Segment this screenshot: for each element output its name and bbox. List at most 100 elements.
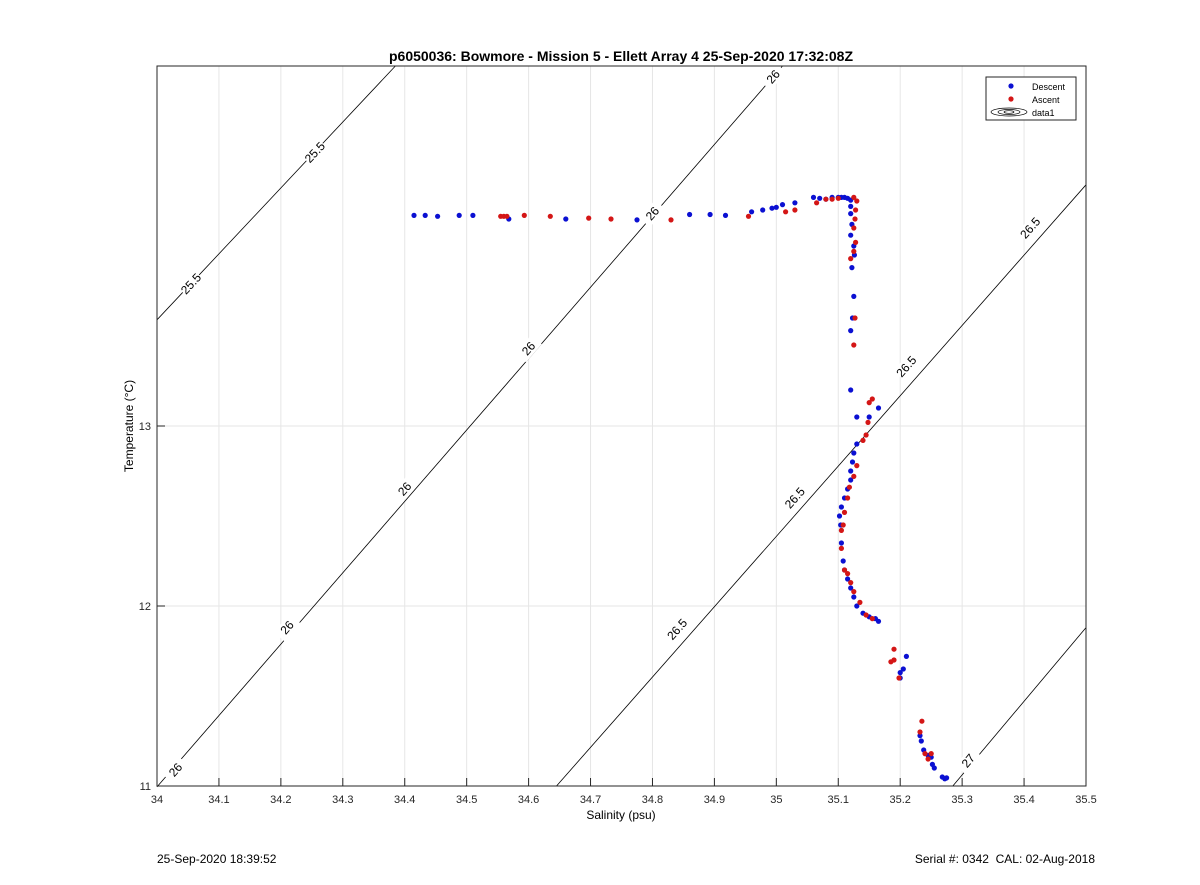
footer-serial-cal: Serial #: 0342 CAL: 02-Aug-2018 [914, 852, 1095, 866]
ascent-point [852, 216, 858, 222]
ascent-point [869, 616, 875, 622]
descent-point [422, 212, 428, 218]
ascent-point [840, 522, 846, 528]
legend-label-data1: data1 [1032, 108, 1055, 118]
descent-point [769, 205, 775, 211]
legend[interactable]: Descent Ascent data1 [985, 76, 1077, 121]
descent-point [848, 585, 854, 591]
descent-point [854, 414, 860, 420]
descent-point [903, 653, 910, 660]
descent-point [866, 414, 872, 420]
isopycnal-label-gap [162, 756, 189, 784]
ascent-point [586, 215, 592, 221]
descent-point [760, 207, 766, 213]
descent-point [456, 212, 462, 218]
ascent-point [853, 239, 859, 245]
y-tick-label: 12 [139, 601, 151, 613]
descent-point [773, 204, 779, 210]
ascent-point [547, 213, 553, 219]
descent-point [779, 202, 786, 208]
descent-point [849, 459, 856, 465]
ascent-point [853, 207, 859, 213]
x-tick-label: 34.4 [394, 794, 415, 806]
x-tick-label: 35.2 [889, 794, 910, 806]
ascent-point [891, 657, 897, 663]
descent-point [792, 200, 798, 206]
ascent-point [814, 200, 820, 206]
descent-point [810, 194, 817, 200]
ascent-point [841, 567, 848, 573]
descent-point [836, 513, 843, 519]
descent-point [851, 293, 857, 299]
ascent-point [896, 675, 902, 681]
descent-point [749, 209, 755, 215]
ascent-point [922, 751, 928, 757]
ascent-point [891, 646, 897, 652]
isopycnal-label-gap [301, 138, 329, 166]
ascent-point [851, 473, 857, 479]
grid-lines [157, 66, 1086, 786]
ascent-point [848, 256, 854, 262]
descent-point [838, 504, 845, 510]
legend-label-ascent: Ascent [1032, 95, 1060, 105]
ascent-point [851, 194, 857, 200]
x-axis-label: Salinity (psu) [586, 808, 655, 822]
x-tick-label: 34.7 [580, 794, 601, 806]
descent-point [411, 212, 417, 218]
x-axis-ticks: 34 34.1 34.2 34.3 34.4 34.5 34.6 34.7 34.8 34.9 35… [151, 778, 1097, 806]
descent-point [848, 232, 854, 238]
descent-point [849, 265, 855, 271]
x-tick-label: 35 [770, 794, 782, 806]
ascent-point [863, 612, 869, 618]
descent-point [707, 211, 713, 218]
legend-contour-icon [990, 107, 1028, 117]
descent-point [917, 733, 923, 739]
ascent-point [854, 463, 860, 469]
x-tick-label: 34.3 [332, 794, 353, 806]
chart-title: p6050036: Bowmore - Mission 5 - Ellett A… [389, 48, 853, 64]
isopycnal-label-gap [639, 199, 666, 228]
x-tick-label: 34.5 [456, 794, 477, 806]
isopycnal-label-gap [955, 747, 982, 775]
ascent-point [851, 225, 857, 231]
legend-marker-descent [1008, 83, 1014, 89]
y-axis-label: Temperature (°C) [122, 380, 136, 472]
x-tick-label: 35.3 [951, 794, 972, 806]
descent-point [848, 468, 854, 474]
ascent-point [521, 212, 527, 218]
descent-point [848, 211, 854, 217]
ascent-point [848, 580, 854, 586]
isopycnal-label-gap [515, 334, 542, 363]
isopycnal-line [556, 184, 1087, 787]
ascent-point [845, 571, 851, 577]
ascent-point [869, 396, 875, 402]
ascent-point [925, 756, 931, 762]
isopycnal-label: 26.5 [782, 484, 808, 511]
x-tick-label: 34.1 [208, 794, 229, 806]
ascent-point [829, 196, 835, 202]
y-tick-label: 13 [139, 421, 151, 433]
isopycnal-label-gap [781, 484, 809, 512]
isopycnal-label-gap [391, 475, 418, 503]
descent-point [851, 450, 857, 456]
legend-box [985, 76, 1077, 121]
descent-point [435, 213, 441, 219]
descent-point [840, 558, 846, 564]
ascent-point [852, 315, 858, 321]
descent-point [845, 576, 851, 582]
isopycnal-label: 26.5 [893, 353, 919, 380]
descent-point [918, 738, 924, 744]
ascent-point [919, 718, 925, 724]
descent-point [838, 540, 845, 546]
ascent-point [838, 527, 845, 534]
ascent-point [846, 484, 853, 490]
descent-point [854, 441, 860, 447]
descent-point [634, 217, 640, 223]
isopycnal-label-gap [1017, 214, 1044, 242]
x-tick-label: 35.1 [828, 794, 849, 806]
ascent-point [668, 217, 674, 223]
descent-point [854, 603, 860, 609]
descent-point [848, 328, 854, 334]
ascent-point [835, 195, 841, 201]
legend-marker-ascent [1008, 96, 1014, 102]
